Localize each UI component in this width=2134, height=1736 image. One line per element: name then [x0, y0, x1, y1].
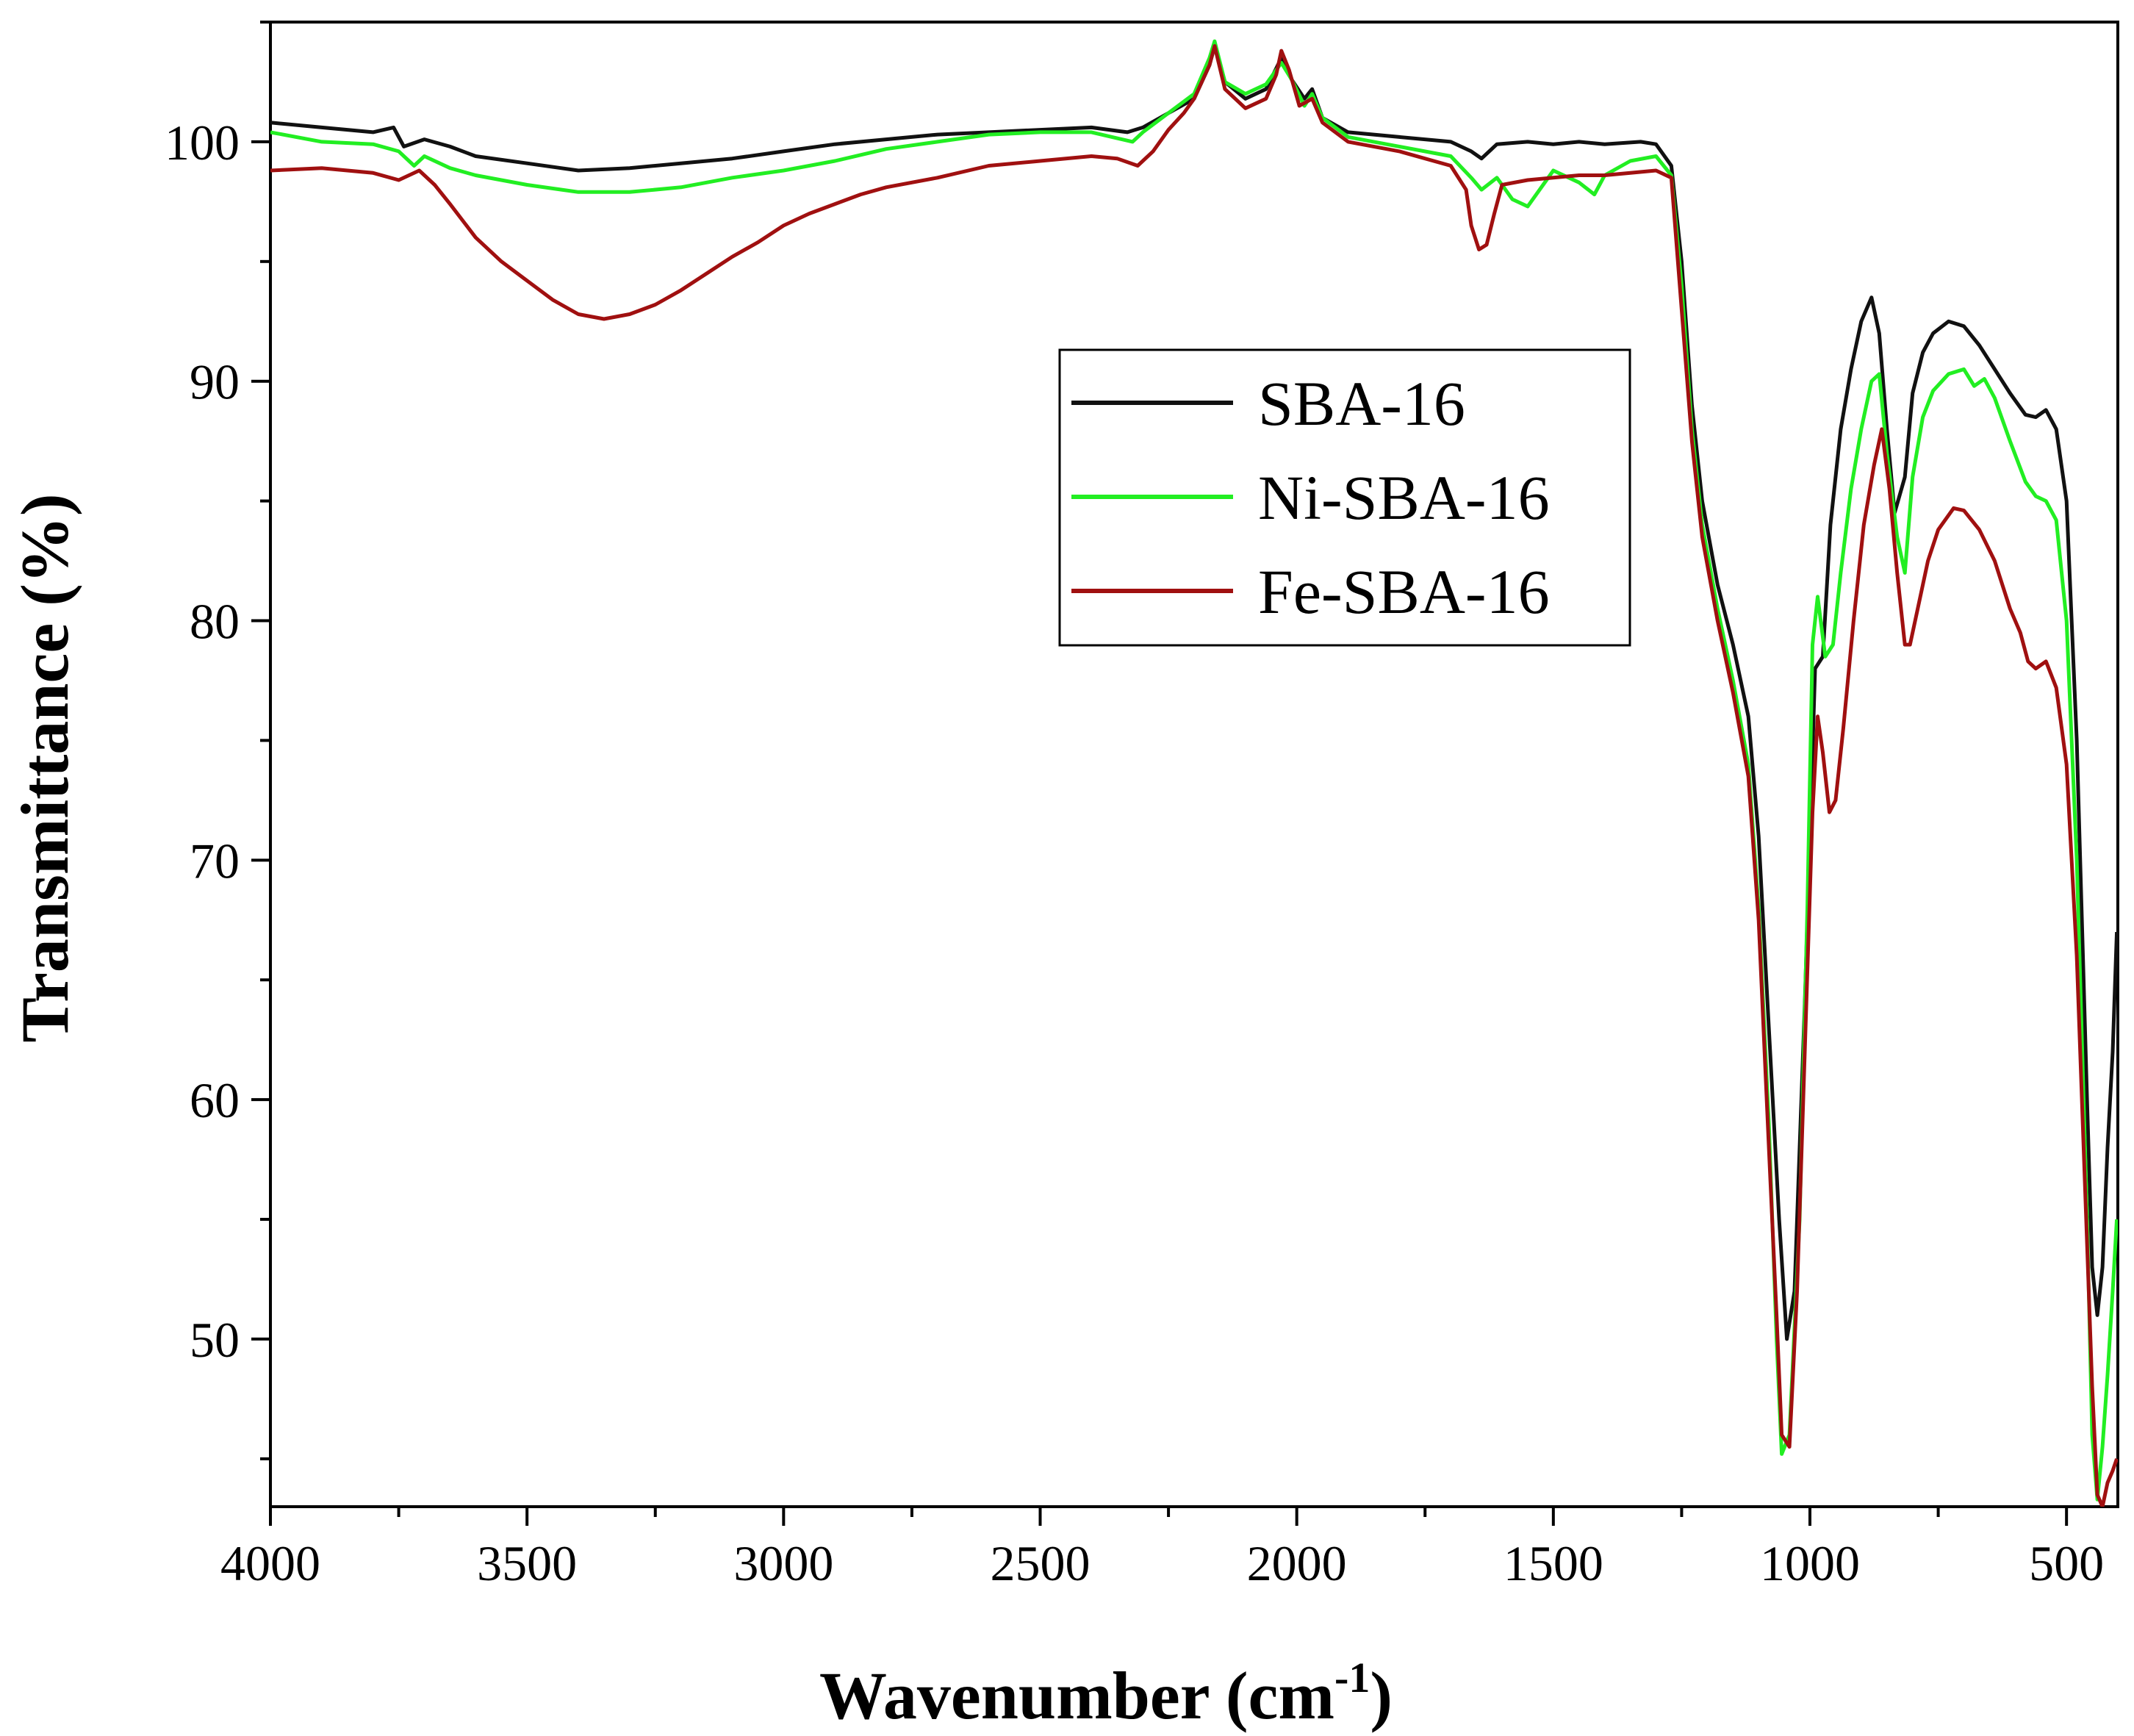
series-line-sba-16: [270, 46, 2117, 1339]
legend-label: Fe-SBA-16: [1258, 556, 1550, 627]
x-tick-label: 1000: [1760, 1535, 1860, 1591]
x-tick-label: 2500: [991, 1535, 1091, 1591]
ftir-transmittance-chart: 4000 3500 3000 2500 2000 1500 1000 500 50 60 70 80…: [0, 0, 2134, 1736]
x-tick-label: 3000: [733, 1535, 833, 1591]
x-tick-label: 500: [2029, 1535, 2104, 1591]
y-tick-label: 70: [190, 833, 240, 889]
x-axis-title: Wavenumber (cm-1): [819, 1654, 1393, 1733]
y-tick-label: 50: [190, 1312, 240, 1368]
legend: SBA-16 Ni-SBA-16 Fe-SBA-16: [1060, 350, 1630, 645]
legend-label: Ni-SBA-16: [1258, 462, 1550, 533]
x-tick-label: 1500: [1504, 1535, 1603, 1591]
legend-label: SBA-16: [1258, 368, 1465, 439]
y-tick-label: 60: [190, 1072, 240, 1128]
y-tick-label: 100: [165, 115, 240, 171]
y-axis-ticks: 50 60 70 80 90 100: [165, 22, 270, 1459]
x-tick-label: 2000: [1247, 1535, 1347, 1591]
y-tick-label: 90: [190, 354, 240, 410]
x-tick-label: 3500: [477, 1535, 577, 1591]
series-lines: [270, 41, 2117, 1507]
ftir-chart-figure: 4000 3500 3000 2500 2000 1500 1000 500 50 60 70 80…: [0, 0, 2134, 1736]
series-line-fe-sba-16: [270, 46, 2117, 1507]
y-axis-title: Transmittance (%): [7, 494, 82, 1043]
x-axis-ticks: 4000 3500 3000 2500 2000 1500 1000 500: [220, 1507, 2104, 1591]
y-tick-label: 80: [190, 594, 240, 650]
x-tick-label: 4000: [220, 1535, 320, 1591]
